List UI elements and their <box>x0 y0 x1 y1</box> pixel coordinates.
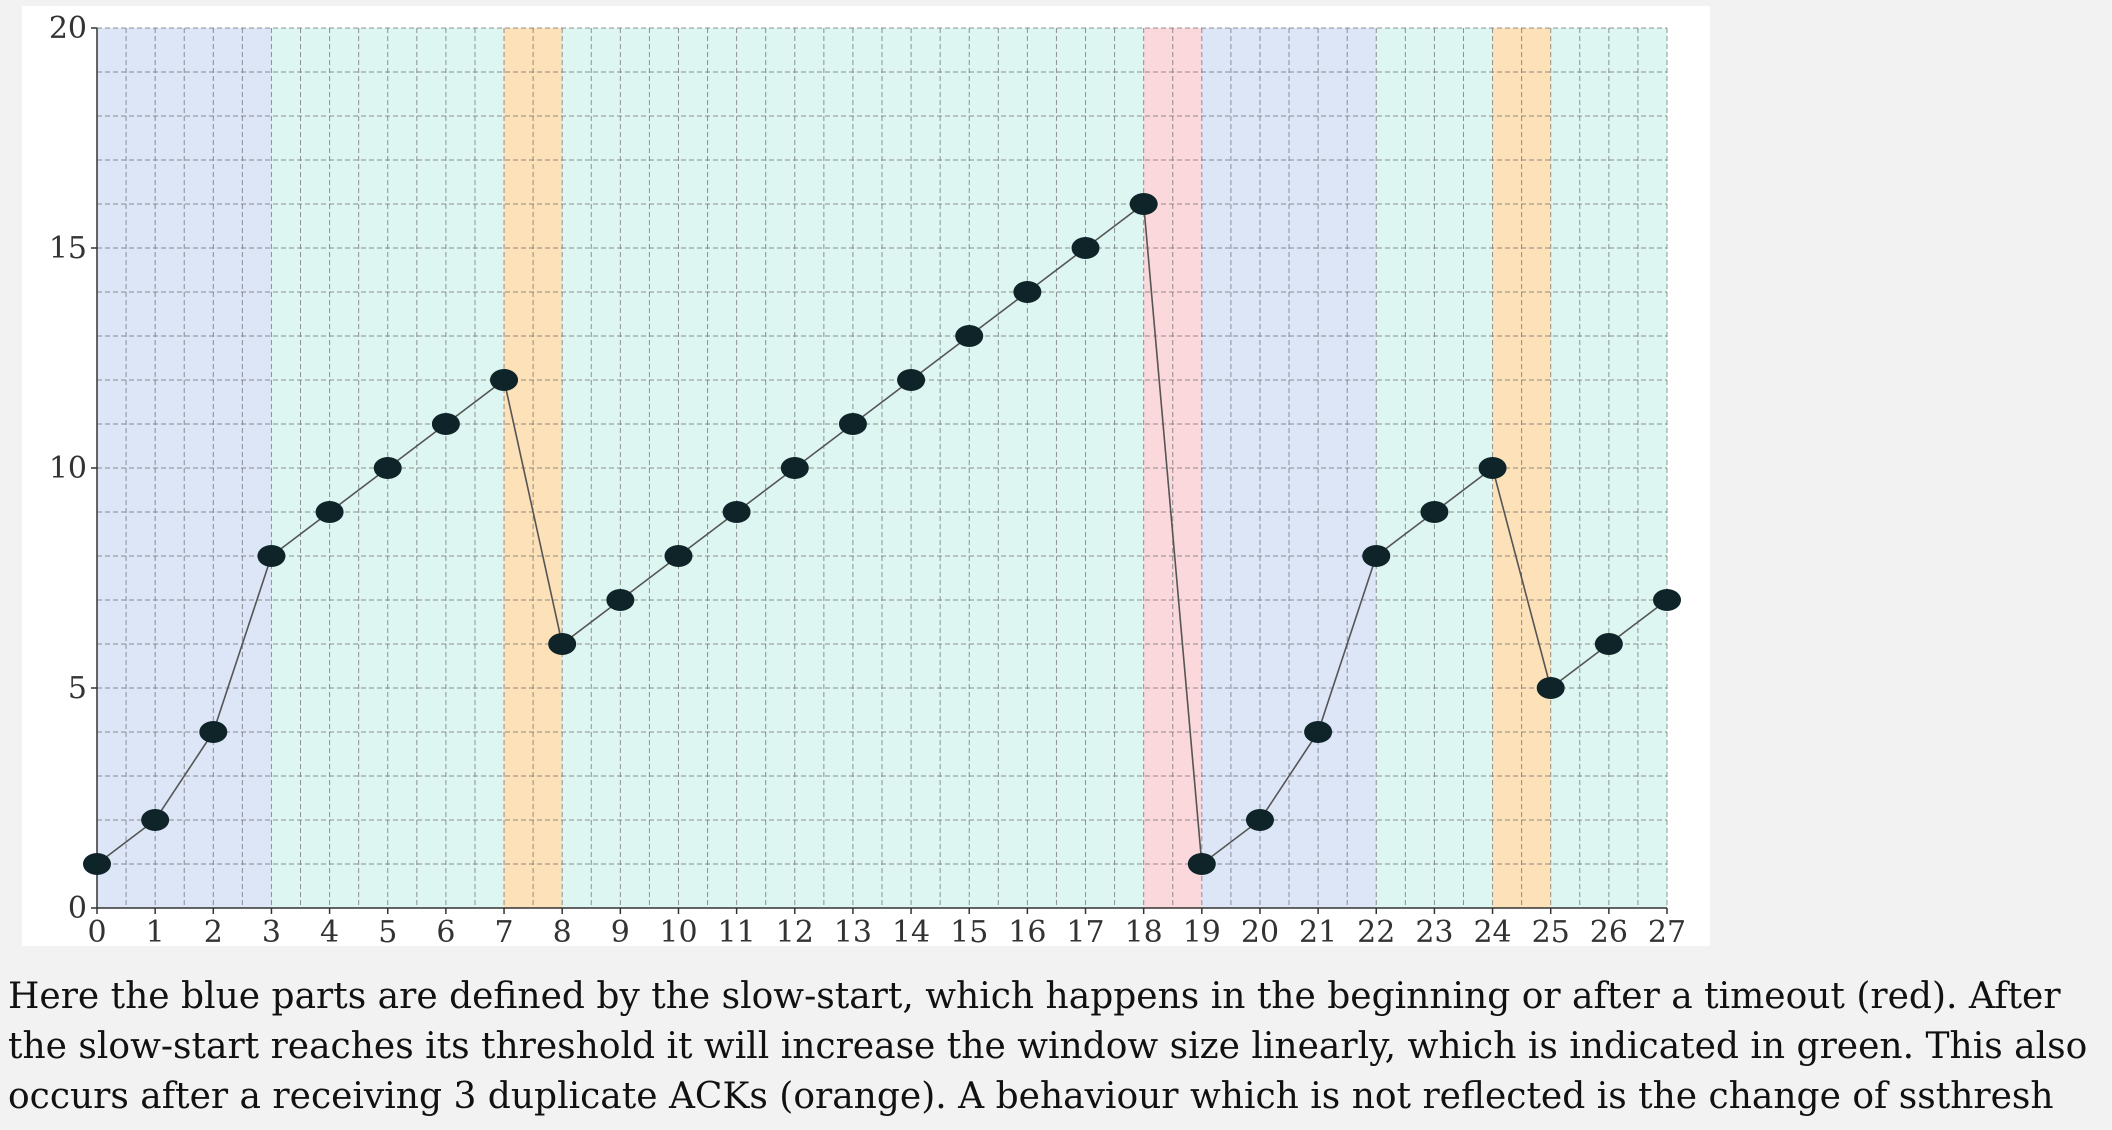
x-tick-label: 7 <box>494 915 513 946</box>
data-point <box>257 545 286 567</box>
data-point <box>199 721 228 743</box>
x-tick-label: 14 <box>892 915 930 946</box>
y-tick-label: 20 <box>49 11 87 46</box>
x-tick-label: 1 <box>146 915 165 946</box>
congestion-window-chart: 0 1 2 3 4 5 6 7 8 9 10 11 12 13 14 15 16 17 18 19 20 21 22 23 24… <box>49 11 1686 946</box>
data-point <box>548 633 577 655</box>
data-point <box>83 853 111 875</box>
data-point <box>141 809 170 831</box>
data-point <box>1013 281 1042 303</box>
data-point <box>838 413 867 435</box>
x-tick-label: 12 <box>776 915 814 946</box>
data-point <box>431 413 460 435</box>
x-tick-label: 24 <box>1473 915 1511 946</box>
y-tick-label: 10 <box>49 451 87 486</box>
x-tick-label: 25 <box>1532 915 1570 946</box>
data-point <box>1129 193 1158 215</box>
y-tick-label: 15 <box>49 231 87 266</box>
x-tick-label: 21 <box>1299 915 1337 946</box>
x-tick-label: 5 <box>378 915 397 946</box>
y-tick-label: 5 <box>68 671 87 706</box>
x-tick-label: 3 <box>262 915 281 946</box>
chart-panel: 0 1 2 3 4 5 6 7 8 9 10 11 12 13 14 15 16 17 18 19 20 21 22 23 24… <box>22 6 1710 946</box>
data-point <box>955 325 984 347</box>
data-point <box>1594 633 1623 655</box>
data-point <box>722 501 751 523</box>
data-point <box>490 369 519 391</box>
x-tick-label: 6 <box>436 915 455 946</box>
data-point <box>1536 677 1565 699</box>
data-point <box>897 369 926 391</box>
x-tick-label: 16 <box>1008 915 1046 946</box>
data-point <box>1245 809 1274 831</box>
grid-lines <box>96 27 1668 909</box>
y-tick-label: 0 <box>68 891 87 926</box>
tick-labels: 0 1 2 3 4 5 6 7 8 9 10 11 12 13 14 15 16 17 18 19 20 21 22 23 24… <box>49 11 1686 946</box>
data-point <box>664 545 693 567</box>
x-tick-label: 27 <box>1648 915 1686 946</box>
caption-line-3: occurs after a receiving 3 duplicate ACK… <box>8 1076 2054 1117</box>
x-tick-label: 15 <box>950 915 988 946</box>
data-point <box>606 589 635 611</box>
figure-caption: Here the blue parts are defined by the s… <box>8 972 2108 1122</box>
x-tick-label: 20 <box>1241 915 1279 946</box>
x-tick-label: 19 <box>1183 915 1221 946</box>
x-tick-label: 17 <box>1066 915 1104 946</box>
data-series <box>83 193 1681 875</box>
data-point <box>1420 501 1449 523</box>
series-line <box>96 202 1668 866</box>
x-tick-label: 13 <box>834 915 872 946</box>
data-point <box>1362 545 1391 567</box>
x-tick-label: 23 <box>1415 915 1453 946</box>
data-point <box>1653 589 1681 611</box>
data-point <box>373 457 402 479</box>
data-point <box>1304 721 1333 743</box>
x-tick-label: 26 <box>1590 915 1628 946</box>
data-point <box>1478 457 1507 479</box>
caption-line-2: the slow-start reaches its threshold it … <box>8 1026 2088 1067</box>
x-tick-label: 8 <box>553 915 572 946</box>
caption-line-1: Here the blue parts are defined by the s… <box>8 976 2061 1017</box>
data-point <box>315 501 344 523</box>
axes <box>91 27 1668 914</box>
x-tick-label: 2 <box>204 915 223 946</box>
data-point <box>780 457 809 479</box>
x-tick-label: 4 <box>320 915 339 946</box>
x-tick-label: 18 <box>1125 915 1163 946</box>
x-tick-label: 0 <box>87 915 106 946</box>
x-tick-label: 11 <box>718 915 756 946</box>
data-point <box>1187 853 1216 875</box>
x-tick-label: 10 <box>659 915 697 946</box>
data-point <box>1071 237 1100 259</box>
x-tick-label: 9 <box>611 915 630 946</box>
x-tick-label: 22 <box>1357 915 1395 946</box>
